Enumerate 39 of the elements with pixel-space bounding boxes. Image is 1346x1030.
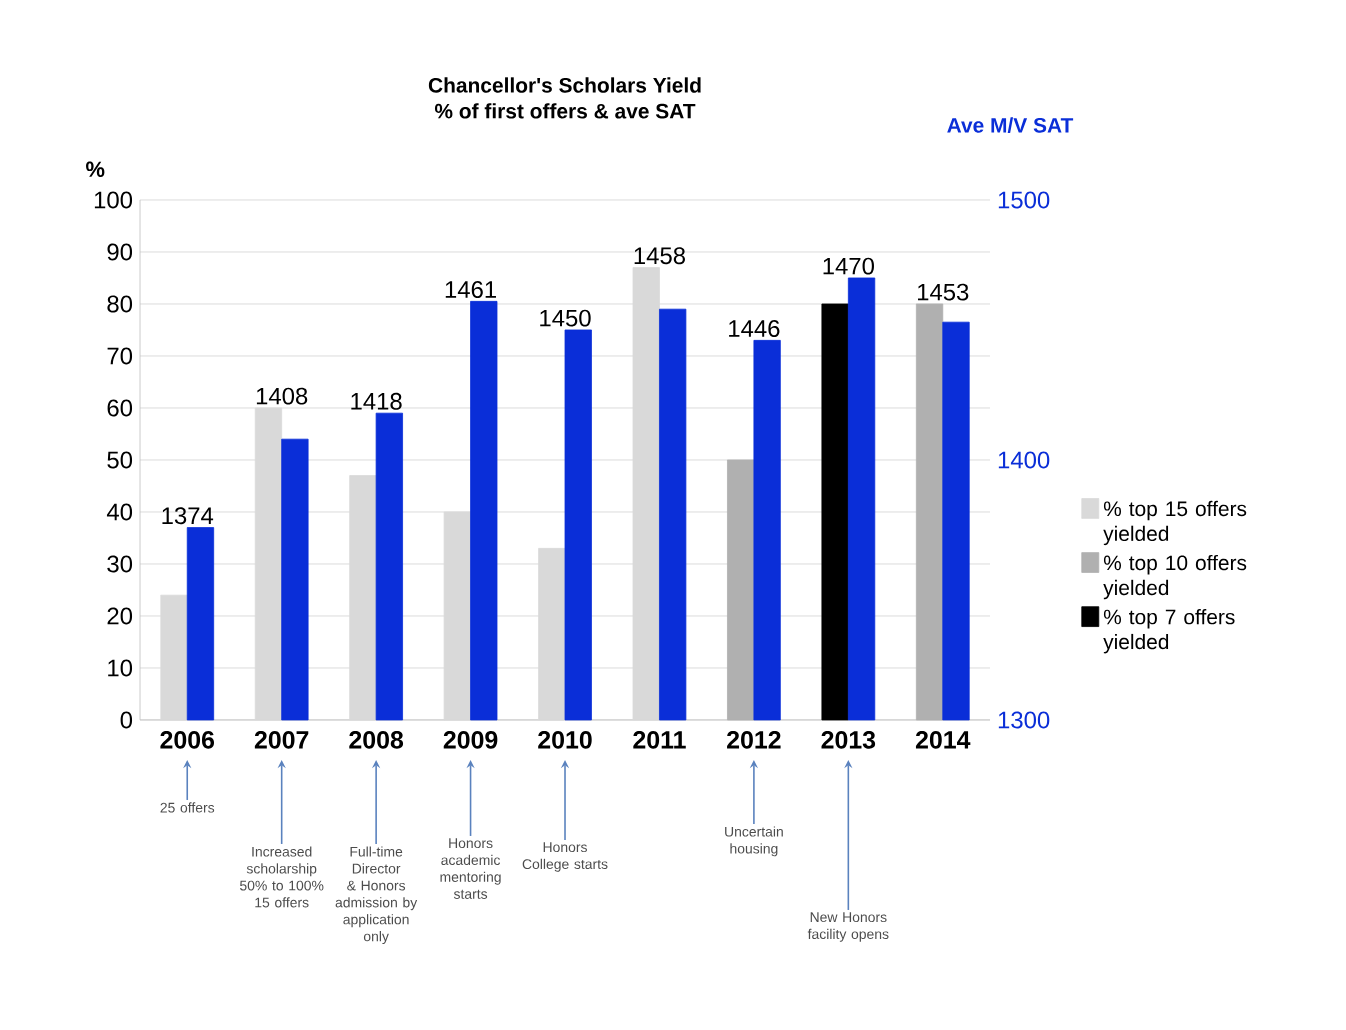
- data-label: 1461: [445, 281, 496, 298]
- data-label: 1418: [351, 392, 402, 410]
- y-tick-label: 0: [120, 711, 133, 729]
- y-tick-label: 30: [107, 555, 133, 573]
- y-tick-label: 100: [94, 191, 133, 209]
- data-label: 1453: [918, 283, 969, 301]
- x-tick-label: 2010: [538, 731, 592, 749]
- data-label: 1470: [823, 257, 874, 275]
- y-tick-label: 70: [107, 347, 133, 365]
- y-tick-label: 90: [107, 243, 133, 261]
- y-axis-title: %: [86, 161, 105, 177]
- y-tick-label: 20: [107, 607, 133, 625]
- y-tick-label: 50: [107, 451, 133, 469]
- data-label: 1408: [256, 387, 308, 405]
- x-tick-label: 2012: [727, 731, 781, 749]
- data-label: 1450: [540, 309, 591, 327]
- y-tick-label: 10: [108, 659, 133, 677]
- data-label: 1374: [162, 507, 214, 525]
- y2-tick-label: 1500: [998, 191, 1050, 209]
- legend-label: % top 10 offers yielded: [1103, 554, 1247, 600]
- x-tick-label: 2013: [821, 731, 876, 749]
- chart-subtitle: % of first offers & ave SAT: [434, 103, 696, 119]
- y-tick-label: 60: [107, 399, 133, 417]
- x-tick-label: 2011: [633, 731, 686, 749]
- y2-tick-label: 1300: [998, 711, 1050, 729]
- y-tick-label: 80: [107, 295, 133, 313]
- legend-label: % top 15 offers yielded: [1103, 500, 1247, 546]
- data-label: 1446: [729, 320, 780, 337]
- x-tick-label: 2006: [160, 731, 215, 749]
- x-tick-label: 2009: [443, 731, 498, 749]
- y-tick-label: 40: [106, 503, 133, 521]
- x-tick-label: 2007: [254, 731, 309, 749]
- x-tick-label: 2014: [915, 731, 971, 749]
- x-tick-label: 2008: [349, 731, 404, 749]
- y2-tick-label: 1400: [998, 451, 1050, 469]
- y2-axis-title: Ave M/V SAT: [947, 117, 1074, 133]
- legend-label: % top 7 offers yielded: [1103, 609, 1235, 654]
- data-label: 1458: [634, 247, 685, 265]
- chart-title: Chancellor's Scholars Yield: [428, 77, 701, 93]
